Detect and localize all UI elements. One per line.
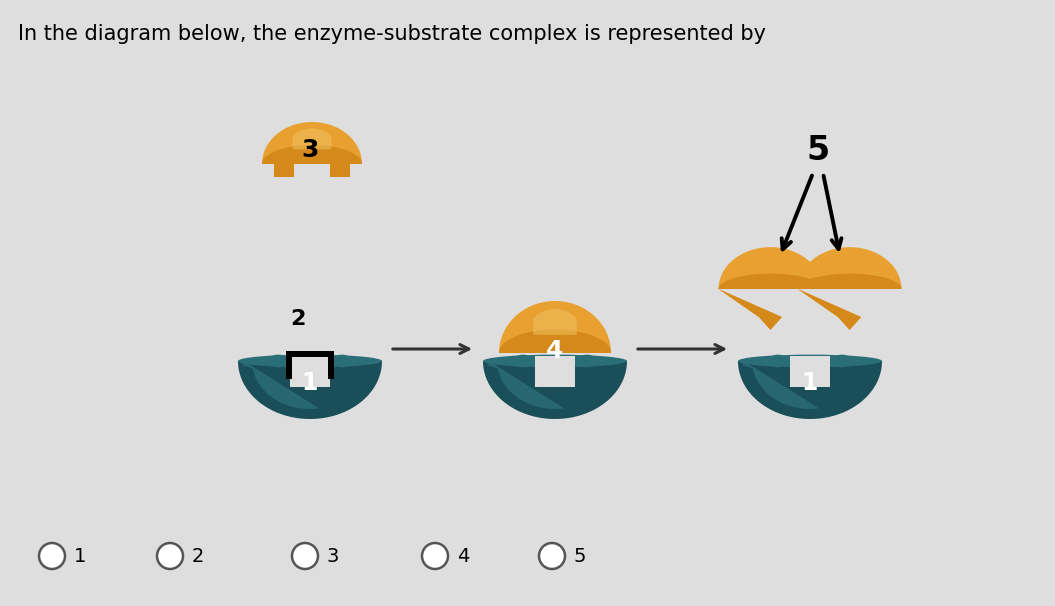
Polygon shape bbox=[286, 351, 334, 357]
Polygon shape bbox=[330, 164, 350, 177]
Ellipse shape bbox=[268, 355, 288, 367]
Polygon shape bbox=[533, 309, 577, 335]
Ellipse shape bbox=[577, 355, 597, 367]
Text: 2: 2 bbox=[192, 547, 205, 565]
Text: 5: 5 bbox=[806, 135, 829, 167]
Text: 1: 1 bbox=[302, 371, 319, 395]
Polygon shape bbox=[742, 361, 819, 409]
Polygon shape bbox=[290, 356, 330, 387]
Polygon shape bbox=[535, 356, 575, 387]
Ellipse shape bbox=[768, 355, 788, 367]
Text: 3: 3 bbox=[302, 138, 319, 162]
Text: 2: 2 bbox=[290, 309, 306, 329]
Polygon shape bbox=[718, 247, 822, 330]
Ellipse shape bbox=[738, 355, 882, 367]
Polygon shape bbox=[738, 361, 882, 419]
Polygon shape bbox=[790, 356, 830, 387]
Polygon shape bbox=[718, 274, 822, 330]
Circle shape bbox=[39, 543, 65, 569]
Circle shape bbox=[292, 543, 318, 569]
Circle shape bbox=[422, 543, 448, 569]
Ellipse shape bbox=[238, 355, 382, 367]
Ellipse shape bbox=[332, 355, 352, 367]
Polygon shape bbox=[242, 361, 319, 409]
Circle shape bbox=[157, 543, 183, 569]
Ellipse shape bbox=[832, 355, 852, 367]
Text: 4: 4 bbox=[546, 339, 563, 363]
Text: 4: 4 bbox=[457, 547, 469, 565]
Polygon shape bbox=[499, 330, 611, 353]
Circle shape bbox=[539, 543, 565, 569]
Polygon shape bbox=[798, 247, 901, 330]
Text: 5: 5 bbox=[574, 547, 587, 565]
Ellipse shape bbox=[513, 355, 533, 367]
Polygon shape bbox=[286, 357, 292, 379]
Ellipse shape bbox=[483, 355, 627, 367]
Polygon shape bbox=[798, 274, 901, 330]
Text: 1: 1 bbox=[74, 547, 87, 565]
Polygon shape bbox=[328, 357, 334, 379]
Polygon shape bbox=[499, 301, 611, 353]
Polygon shape bbox=[262, 145, 362, 164]
Polygon shape bbox=[292, 128, 331, 149]
Text: In the diagram below, the enzyme-substrate complex is represented by: In the diagram below, the enzyme-substra… bbox=[18, 24, 766, 44]
Polygon shape bbox=[274, 164, 294, 177]
Text: 3: 3 bbox=[327, 547, 340, 565]
Polygon shape bbox=[262, 122, 362, 164]
Text: 1: 1 bbox=[802, 371, 819, 395]
Polygon shape bbox=[483, 361, 627, 419]
Polygon shape bbox=[238, 361, 382, 419]
Polygon shape bbox=[487, 361, 564, 409]
